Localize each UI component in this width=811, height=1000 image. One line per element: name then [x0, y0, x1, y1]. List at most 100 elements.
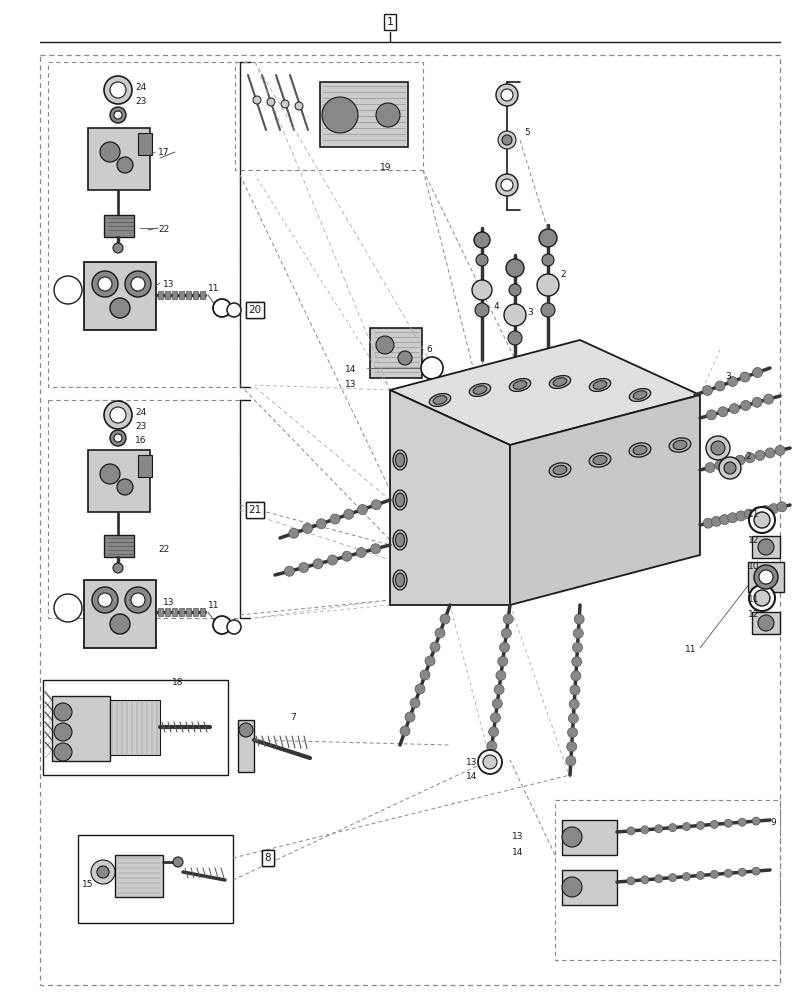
Circle shape	[435, 628, 444, 638]
Ellipse shape	[393, 530, 406, 550]
Polygon shape	[509, 395, 699, 605]
Circle shape	[573, 614, 583, 624]
Circle shape	[719, 515, 728, 525]
Circle shape	[54, 276, 82, 304]
Circle shape	[569, 699, 578, 709]
Circle shape	[565, 756, 575, 766]
Bar	[747, 562, 783, 592]
Circle shape	[503, 614, 513, 624]
Ellipse shape	[429, 394, 450, 406]
Circle shape	[303, 524, 312, 534]
Circle shape	[109, 82, 126, 98]
Circle shape	[289, 528, 298, 538]
Circle shape	[370, 544, 380, 554]
Circle shape	[714, 381, 724, 391]
Circle shape	[315, 519, 326, 529]
Circle shape	[667, 874, 676, 882]
Circle shape	[54, 703, 72, 721]
Ellipse shape	[508, 379, 530, 391]
Bar	[178, 608, 184, 616]
Circle shape	[113, 563, 122, 573]
Bar	[138, 133, 152, 155]
Text: 13: 13	[163, 598, 174, 607]
Ellipse shape	[473, 386, 487, 394]
Circle shape	[397, 351, 411, 365]
Bar	[48, 62, 240, 387]
Ellipse shape	[592, 455, 606, 465]
Text: 14: 14	[466, 772, 477, 781]
Circle shape	[117, 479, 133, 495]
Ellipse shape	[432, 396, 446, 404]
Ellipse shape	[395, 453, 404, 467]
Circle shape	[702, 518, 712, 528]
Circle shape	[748, 507, 774, 533]
Circle shape	[727, 513, 737, 523]
Circle shape	[357, 504, 367, 514]
Circle shape	[491, 699, 502, 709]
Bar	[370, 328, 422, 378]
Circle shape	[705, 436, 729, 460]
Text: 22: 22	[158, 225, 169, 234]
Ellipse shape	[589, 379, 610, 391]
Circle shape	[113, 243, 122, 253]
Text: 10: 10	[747, 562, 758, 571]
Circle shape	[114, 434, 122, 442]
Circle shape	[753, 590, 769, 606]
Circle shape	[717, 407, 727, 417]
Circle shape	[751, 397, 762, 407]
Text: 4: 4	[493, 302, 499, 311]
Circle shape	[267, 98, 275, 106]
Circle shape	[98, 593, 112, 607]
Text: 1: 1	[386, 17, 393, 27]
Circle shape	[91, 860, 115, 884]
Bar	[88, 128, 150, 190]
Circle shape	[109, 298, 130, 318]
Text: 19: 19	[380, 163, 391, 172]
Polygon shape	[389, 390, 509, 605]
Polygon shape	[389, 340, 699, 445]
Circle shape	[566, 742, 576, 752]
Bar	[158, 291, 163, 299]
Text: 12: 12	[747, 536, 758, 545]
Circle shape	[743, 509, 753, 519]
Circle shape	[723, 462, 735, 474]
Circle shape	[501, 135, 512, 145]
Ellipse shape	[588, 453, 610, 467]
Circle shape	[762, 394, 773, 404]
Circle shape	[131, 593, 145, 607]
Circle shape	[744, 453, 754, 463]
Circle shape	[54, 594, 82, 622]
Text: 24: 24	[135, 83, 146, 92]
Text: 13: 13	[345, 380, 356, 389]
Circle shape	[723, 819, 732, 827]
Text: 8: 8	[264, 853, 271, 863]
Circle shape	[400, 726, 410, 736]
Bar	[178, 291, 184, 299]
Circle shape	[104, 401, 132, 429]
Circle shape	[710, 820, 718, 828]
Circle shape	[500, 89, 513, 101]
Bar	[561, 820, 616, 855]
Bar	[104, 215, 134, 237]
Bar	[186, 291, 191, 299]
Circle shape	[97, 866, 109, 878]
Bar	[84, 262, 156, 330]
Circle shape	[294, 102, 303, 110]
Ellipse shape	[393, 450, 406, 470]
Circle shape	[626, 877, 634, 885]
Circle shape	[496, 670, 505, 680]
Circle shape	[569, 685, 579, 695]
Bar	[193, 608, 198, 616]
Circle shape	[322, 97, 358, 133]
Circle shape	[714, 460, 724, 470]
Circle shape	[505, 259, 523, 277]
Text: 17: 17	[158, 148, 169, 157]
Text: 13: 13	[163, 280, 174, 289]
Circle shape	[764, 448, 774, 458]
Circle shape	[561, 827, 581, 847]
Circle shape	[493, 685, 504, 695]
Circle shape	[626, 827, 634, 835]
Circle shape	[327, 555, 337, 565]
Circle shape	[776, 502, 786, 512]
Circle shape	[724, 458, 734, 468]
